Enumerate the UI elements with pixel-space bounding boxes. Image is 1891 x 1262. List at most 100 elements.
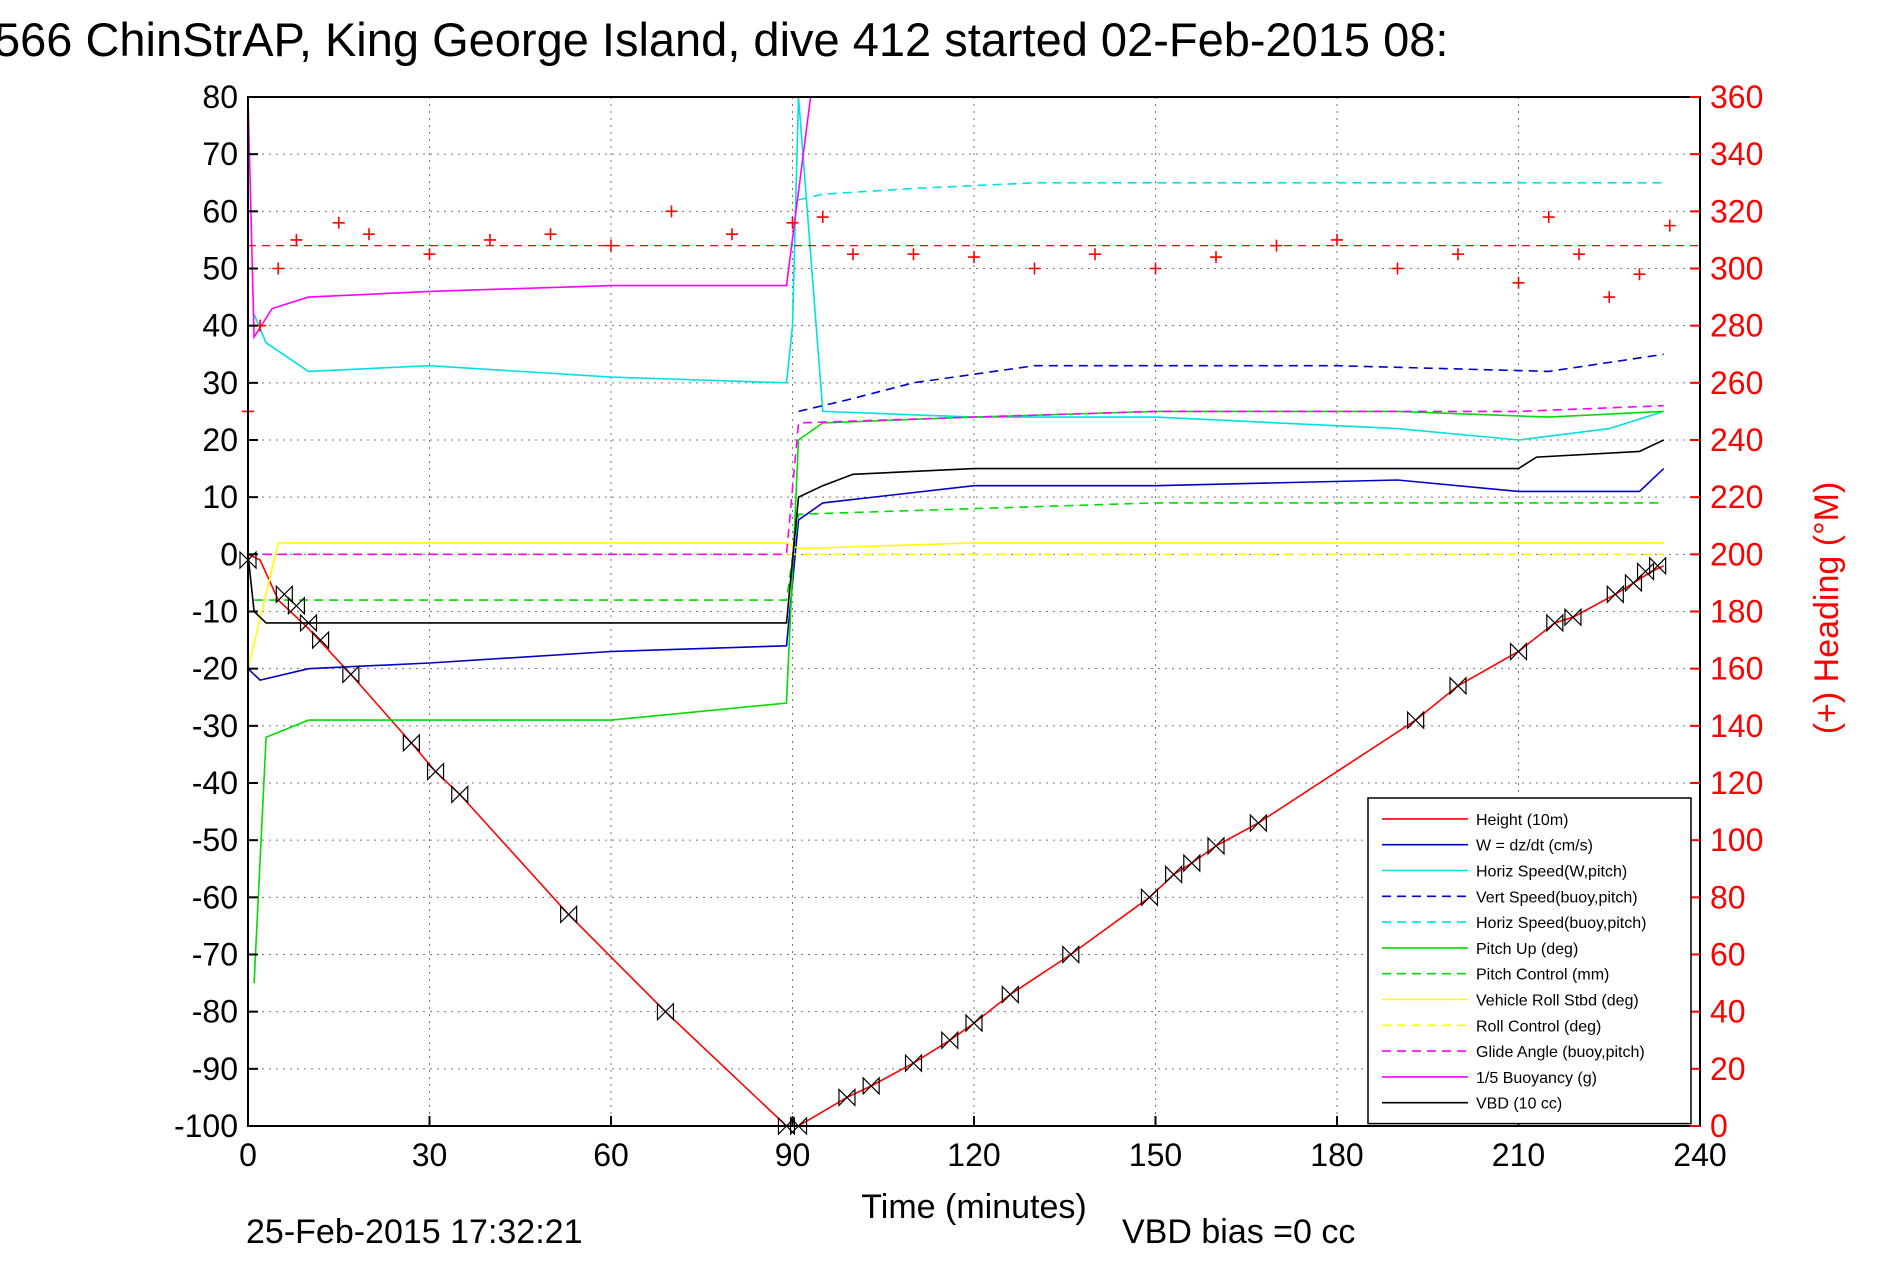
- series-line-9: [248, 404, 1664, 556]
- height-marker: [777, 1116, 796, 1136]
- y-tick-label: 20: [202, 422, 238, 458]
- heading-point: [363, 228, 375, 241]
- x-tick-label: 150: [1129, 1137, 1182, 1173]
- height-marker: [1546, 613, 1564, 633]
- y-tick-label: 30: [202, 365, 238, 401]
- height-marker: [426, 762, 445, 782]
- heading-point: [1331, 233, 1343, 246]
- heading-point: [1542, 211, 1555, 224]
- heading-point: [1512, 276, 1525, 289]
- y2-tick-label: 100: [1710, 822, 1763, 858]
- heading-series: [242, 205, 1700, 418]
- height-marker: [862, 1076, 880, 1096]
- series-line-4: [798, 182, 1664, 201]
- series-line-7: [247, 542, 1664, 669]
- legend-label: Glide Angle (buoy,pitch): [1476, 1044, 1645, 1061]
- y2-tick-label: 360: [1710, 79, 1763, 115]
- x-axis-label: Time (minutes): [861, 1188, 1086, 1226]
- series-line-1: [247, 468, 1665, 681]
- heading-point: [332, 216, 345, 229]
- height-marker: [1636, 562, 1655, 581]
- legend-label: 1/5 Buoyancy (g): [1476, 1070, 1597, 1087]
- y2-tick-label: 340: [1710, 136, 1763, 172]
- y-tick-label: -100: [174, 1108, 238, 1144]
- height-marker: [312, 630, 330, 650]
- legend-label: Vehicle Roll Stbd (deg): [1476, 993, 1639, 1010]
- y-tick-label: -40: [192, 765, 238, 801]
- footer-vbd-bias: VBD bias =0 cc: [1122, 1213, 1355, 1251]
- y2-tick-label: 0: [1710, 1108, 1728, 1144]
- heading-point: [272, 262, 285, 275]
- height-marker: [299, 613, 318, 633]
- x-tick-label: 90: [775, 1137, 811, 1173]
- series-line-11: [247, 439, 1665, 624]
- y-tick-label: 70: [202, 136, 238, 172]
- height-marker: [789, 1116, 808, 1136]
- height-marker: [1249, 813, 1267, 833]
- heading-point: [1270, 239, 1283, 252]
- legend-label: VBD (10 cc): [1476, 1096, 1562, 1113]
- y2-tick-label: 40: [1710, 994, 1746, 1030]
- legend-label: Height (10m): [1476, 812, 1568, 829]
- y-tick-label: 0: [220, 536, 238, 572]
- y-tick-label: 50: [202, 251, 238, 287]
- legend: Height (10m) W = dz/dt (cm/s) Horiz Speed(…: [1367, 797, 1692, 1125]
- height-marker: [1509, 642, 1528, 661]
- y2-tick-label: 200: [1710, 536, 1763, 572]
- x-tick-label: 0: [239, 1137, 257, 1173]
- height-marker: [1649, 556, 1667, 576]
- y-tick-label: -80: [192, 994, 238, 1030]
- legend-label: Roll Control (deg): [1476, 1018, 1601, 1035]
- y2-tick-label: 80: [1710, 879, 1746, 915]
- height-marker: [1001, 985, 1019, 1004]
- legend-box: [1367, 797, 1692, 1125]
- y-tick-label: 10: [202, 479, 238, 515]
- heading-point: [1391, 262, 1404, 275]
- height-marker: [287, 596, 305, 616]
- height-marker: [838, 1087, 856, 1107]
- series-line-3: [798, 353, 1664, 413]
- y2-tick-label: 180: [1710, 594, 1763, 630]
- heading-point: [544, 228, 557, 241]
- height-marker: [1606, 584, 1624, 604]
- x-tick-label: 180: [1310, 1137, 1363, 1173]
- heading-point: [847, 248, 859, 261]
- height-marker: [656, 1002, 675, 1022]
- y2-tick-label: 220: [1710, 479, 1763, 515]
- y2-tick-label: 120: [1710, 765, 1763, 801]
- height-marker: [1449, 676, 1467, 696]
- legend-label: Horiz Speed(buoy,pitch): [1476, 915, 1646, 932]
- height-marker: [451, 784, 469, 804]
- height-marker: [1407, 710, 1425, 730]
- height-marker: [904, 1053, 923, 1073]
- y-tick-label: -90: [192, 1051, 238, 1087]
- series-line-6: [254, 502, 1664, 601]
- height-marker: [239, 550, 257, 570]
- x-tick-label: 240: [1673, 1137, 1726, 1173]
- heading-point: [1603, 291, 1616, 304]
- y-tick-label: -60: [192, 879, 238, 915]
- heading-point: [1633, 268, 1646, 281]
- x-tick-label: 120: [947, 1137, 1000, 1173]
- heading-point: [423, 248, 436, 261]
- y-tick-label: -30: [192, 708, 238, 744]
- height-marker: [275, 584, 293, 604]
- chart-title: 566 ChinStrAP, King George Island, dive …: [0, 13, 1448, 66]
- y2-tick-label: 140: [1710, 708, 1763, 744]
- y-tick-label: -20: [192, 651, 238, 687]
- heading-point: [484, 233, 496, 246]
- legend-label: Horiz Speed(W,pitch): [1476, 864, 1627, 881]
- height-marker: [342, 664, 360, 684]
- height-marker: [965, 1013, 983, 1033]
- x-tick-label: 30: [412, 1137, 448, 1173]
- y2-tick-label: 240: [1710, 422, 1763, 458]
- height-marker: [1207, 836, 1225, 856]
- heading-point: [816, 211, 829, 224]
- series-line-5: [253, 410, 1664, 984]
- y-tick-label: -50: [192, 822, 238, 858]
- legend-label: Pitch Up (deg): [1476, 941, 1578, 958]
- height-marker: [941, 1030, 959, 1050]
- y2-axis-label: (+) Heading (°M): [1808, 482, 1846, 735]
- x-tick-label: 210: [1492, 1137, 1545, 1173]
- height-marker: [1183, 853, 1201, 873]
